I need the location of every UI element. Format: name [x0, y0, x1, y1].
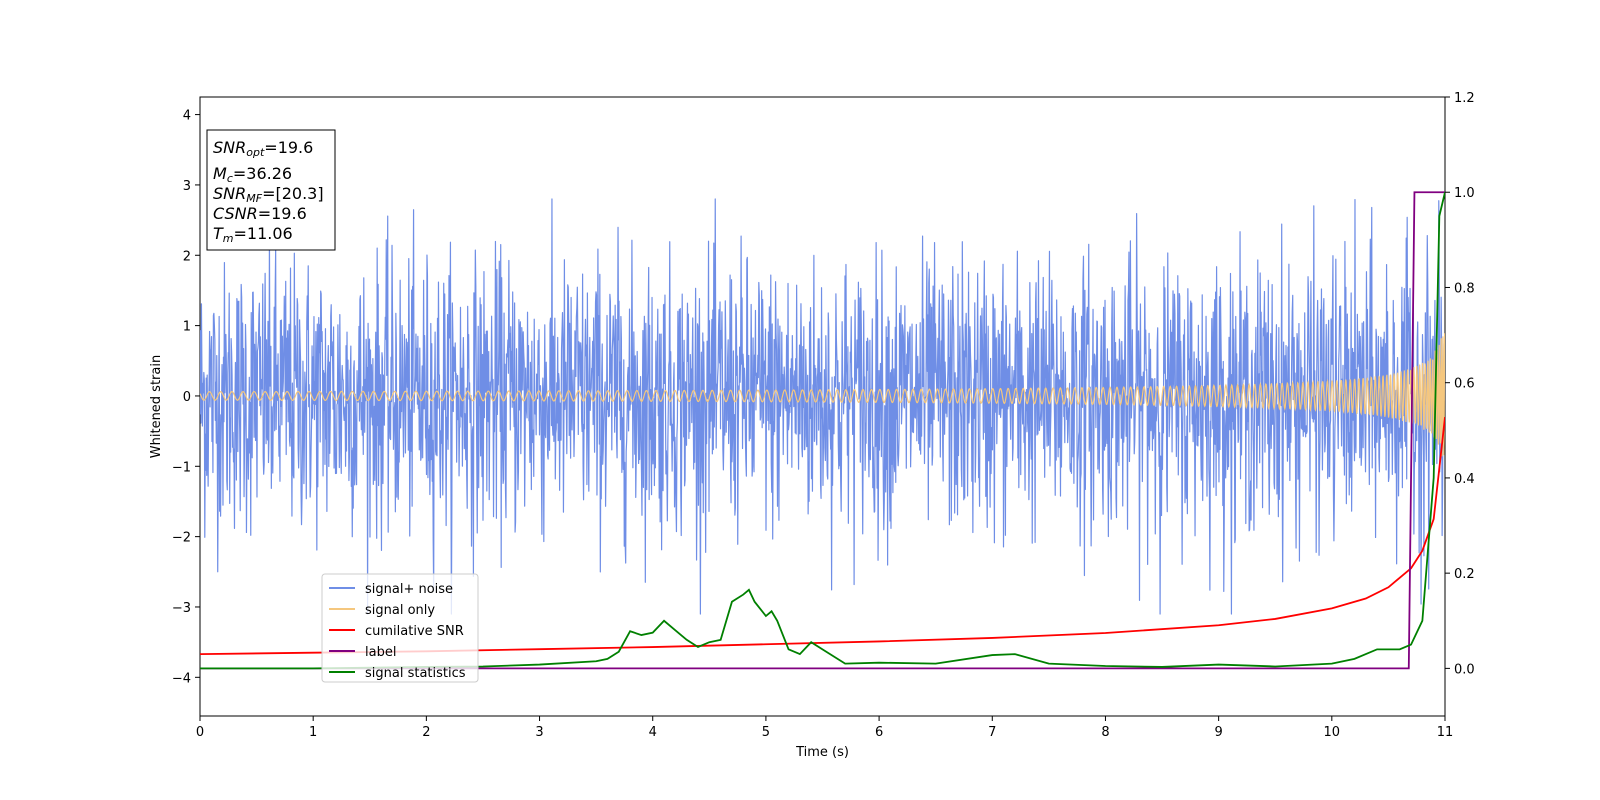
x-tick-label: 8: [1101, 725, 1109, 740]
y-left-tick-label: −1: [172, 460, 191, 475]
y-left-tick-label: 3: [183, 179, 191, 194]
y-right-tick-label: 0.0: [1454, 662, 1475, 677]
x-tick-label: 0: [196, 725, 204, 740]
x-tick-label: 1: [309, 725, 317, 740]
y-right-tick-label: 0.2: [1454, 567, 1475, 582]
y-left-tick-label: −4: [172, 671, 191, 686]
info-box-line: SNRMF=[20.3]: [213, 184, 324, 205]
x-tick-label: 4: [649, 725, 657, 740]
x-tick-label: 3: [535, 725, 543, 740]
x-tick-label: 2: [422, 725, 430, 740]
x-axis-label: Time (s): [795, 745, 849, 760]
y-left-tick-label: −3: [172, 601, 191, 616]
x-tick-label: 5: [762, 725, 770, 740]
info-box-line: SNRopt=19.6: [213, 138, 313, 159]
y-right-tick-label: 1.2: [1454, 91, 1475, 106]
legend-label: label: [365, 645, 396, 660]
x-tick-label: 9: [1214, 725, 1222, 740]
series-cumulative-snr-line: [200, 416, 1445, 655]
legend-label: signal+ noise: [365, 582, 453, 597]
info-box: SNRopt=19.6 Mc=36.26SNRMF=[20.3]CSNR=19.6…: [206, 129, 336, 251]
legend-label: signal statistics: [365, 666, 466, 681]
y-left-tick-label: 1: [183, 320, 191, 335]
y-right-tick-label: 1.0: [1454, 186, 1475, 201]
y-left-tick-label: 4: [183, 109, 191, 124]
series-layer: [200, 191, 1445, 670]
y-left-tick-label: 2: [183, 249, 191, 264]
x-tick-label: 10: [1324, 725, 1341, 740]
axes-layer: 0 1 2 3 4 5 6 7 8 9 10 11 −4 −3 −2 −1 0 1 2 3 4 0.0 0.2 0.4 0.6 0…: [149, 91, 1475, 760]
info-box-line: Tm=11.06: [213, 224, 293, 245]
y-axis-label: Whitened strain: [149, 355, 164, 458]
x-tick-label: 11: [1437, 725, 1454, 740]
y-left-tick-label: −2: [172, 531, 191, 546]
legend-label: signal only: [365, 603, 435, 618]
x-tick-label: 6: [875, 725, 883, 740]
info-box-line: Mc=36.26: [213, 164, 292, 185]
info-box-frame: [206, 129, 336, 251]
y-right-tick-label: 0.6: [1454, 377, 1475, 392]
y-right-tick-label: 0.4: [1454, 472, 1475, 487]
info-box-line: CSNR=19.6: [213, 204, 307, 223]
y-left-tick-label: 0: [183, 390, 191, 405]
series-label-line: [200, 191, 1445, 670]
legend: signal+ noise signal only cumilative SNR la…: [321, 573, 479, 683]
legend-label: cumilative SNR: [365, 624, 464, 639]
series-signal-only-line: [200, 333, 1445, 457]
legend-box: [321, 573, 479, 683]
y-right-tick-label: 0.8: [1454, 281, 1475, 296]
series-signal-noise-line: [200, 198, 1445, 615]
series-signal-statistics-line: [200, 192, 1445, 670]
x-tick-label: 7: [988, 725, 996, 740]
